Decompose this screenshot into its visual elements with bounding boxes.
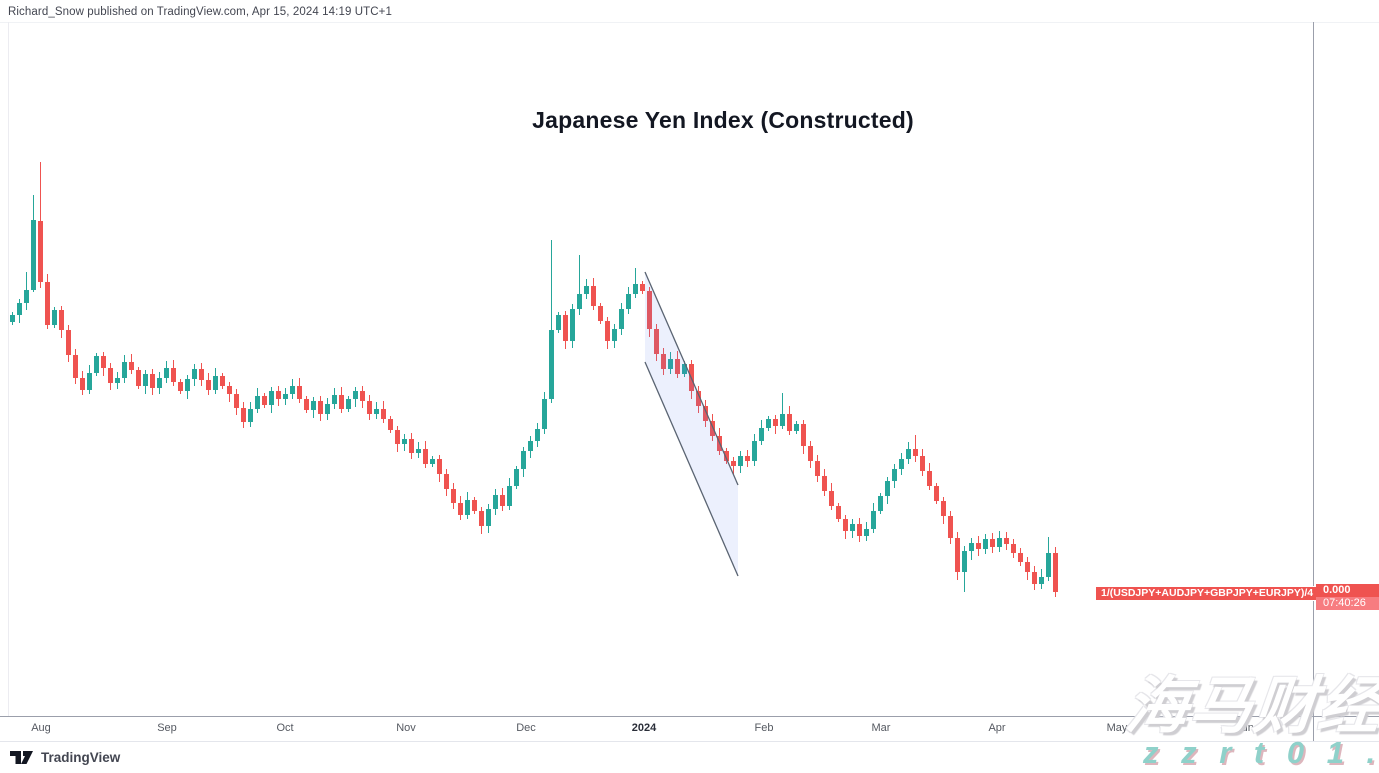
time-axis: Aug Sep Oct Nov Dec 2024 Feb Mar Apr May Jun xyxy=(0,722,1379,738)
watermark-cjk-text: 海马财经 xyxy=(1122,672,1379,741)
x-axis-label: 2024 xyxy=(631,722,657,734)
x-axis-label: Sep xyxy=(157,722,177,734)
chart-title: Japanese Yen Index (Constructed) xyxy=(532,107,914,133)
pane-left-border xyxy=(8,22,9,716)
footer-divider xyxy=(0,741,1379,742)
price-axis-line xyxy=(1313,22,1314,741)
x-axis-label: Dec xyxy=(516,722,536,734)
last-price-value: 0.000 xyxy=(1316,584,1379,597)
tradingview-logo-text: TradingView xyxy=(41,750,121,765)
series-price-label: 1/(USDJPY+AUDJPY+GBPJPY+EURJPY)/4 xyxy=(1095,586,1320,601)
x-axis-label: Mar xyxy=(871,722,891,734)
tradingview-logo[interactable]: TradingView xyxy=(10,750,120,765)
watermark-url-text: z z r t 0 1 . c n xyxy=(1143,735,1379,770)
bar-countdown: 07:40:26 xyxy=(1316,597,1379,610)
attribution-text: Richard_Snow published on TradingView.co… xyxy=(8,6,392,18)
x-axis-label: Nov xyxy=(396,722,416,734)
x-axis-label: Jun xyxy=(1236,722,1254,734)
time-axis-line xyxy=(0,716,1379,717)
x-axis-label: Feb xyxy=(754,722,774,734)
x-axis-label: Oct xyxy=(276,722,294,734)
tradingview-logo-icon xyxy=(10,751,33,764)
x-axis-label: Apr xyxy=(988,722,1006,734)
x-axis-label: Aug xyxy=(31,722,51,734)
pane-top-border xyxy=(0,22,1379,23)
x-axis-label: May xyxy=(1106,722,1128,734)
axis-price-box: 0.000 07:40:26 xyxy=(1316,584,1379,610)
